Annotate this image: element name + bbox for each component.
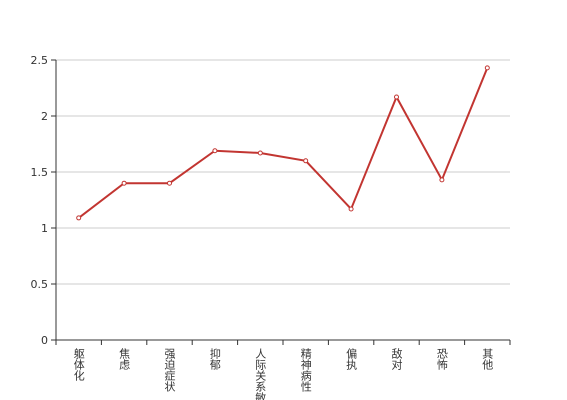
y-tick-label: 0 — [41, 334, 48, 347]
point — [257, 150, 263, 156]
y-tick-label: 0.5 — [31, 278, 49, 291]
point — [348, 206, 354, 212]
point — [394, 94, 399, 100]
y-tick-label: 1.5 — [31, 166, 49, 179]
point — [484, 65, 490, 71]
x-tick-label: 焦虑 — [118, 348, 131, 370]
x-tick-label: 人际关系敏感 — [254, 348, 267, 400]
point — [76, 215, 82, 221]
y-tick-label: 1 — [41, 222, 48, 235]
y-tick-label: 2.5 — [31, 54, 49, 67]
x-tick-label: 抑郁 — [208, 347, 221, 370]
x-tick-label: 精神病性 — [299, 348, 312, 393]
line — [78, 67, 489, 219]
x-tick-label: 偏执 — [345, 347, 358, 371]
point — [212, 148, 218, 154]
point — [121, 180, 127, 186]
point — [439, 177, 445, 183]
point — [167, 180, 172, 186]
x-tick-label: 敌对 — [390, 347, 403, 370]
x-tick-label: 强迫症状 — [163, 348, 176, 392]
y-tick-label: 2 — [41, 110, 48, 123]
x-tick-label: 其他 — [481, 348, 494, 370]
x-tick-label: 躯体化 — [72, 348, 85, 382]
point — [303, 158, 309, 164]
x-tick-label: 恐怖 — [435, 348, 448, 370]
